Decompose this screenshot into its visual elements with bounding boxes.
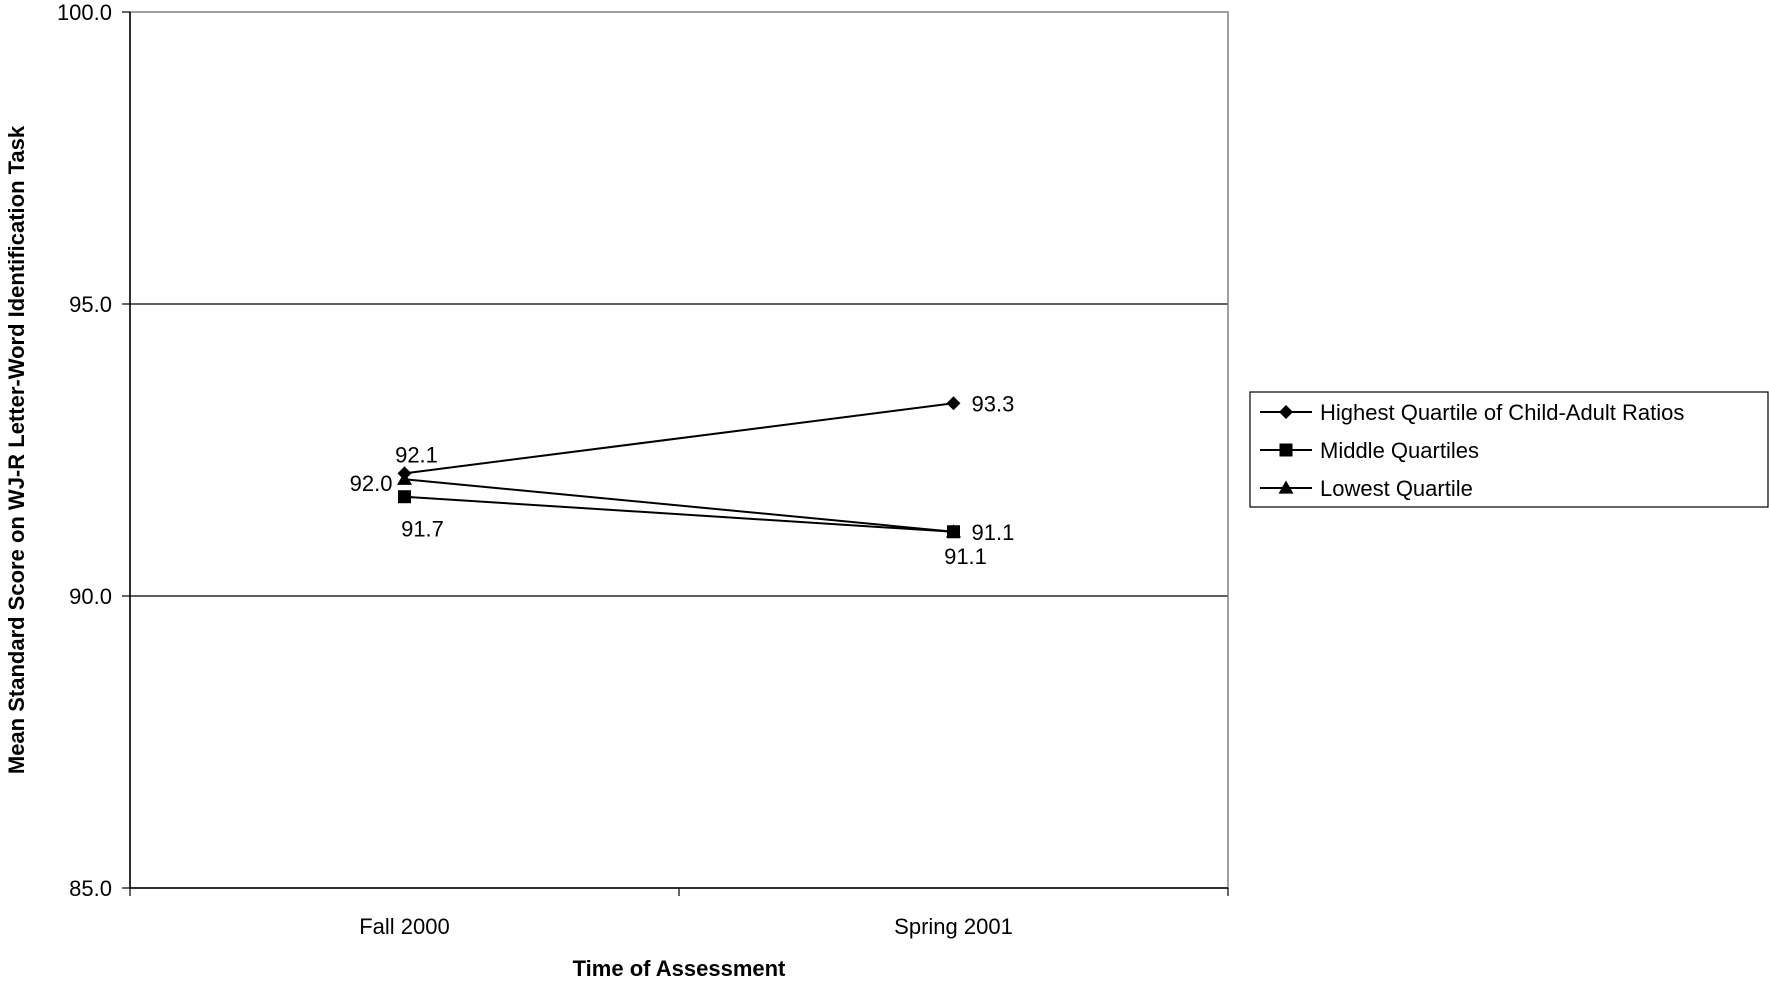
legend-marker-diamond	[1279, 405, 1293, 419]
data-label: 91.1	[944, 544, 987, 569]
plot-area	[129, 11, 1229, 889]
y-tick-label: 95.0	[69, 292, 112, 317]
y-tick-label: 85.0	[69, 876, 112, 901]
series-3	[397, 471, 961, 538]
series-line	[404, 495, 954, 533]
legend-items: Highest Quartile of Child-Adult Ratios Mi…	[1260, 400, 1684, 501]
y-tick-label: 100.0	[57, 0, 112, 25]
series-1	[397, 396, 961, 481]
legend-marker-triangle	[1278, 480, 1294, 494]
legend-label: Middle Quartiles	[1320, 438, 1479, 463]
legend: Highest Quartile of Child-Adult Ratios Mi…	[1249, 391, 1769, 508]
series-2	[398, 490, 960, 539]
data-point-triangle	[946, 524, 961, 538]
x-axis-title: Time of Assessment	[573, 956, 786, 981]
legend-box	[1249, 391, 1769, 508]
data-point-diamond	[946, 396, 961, 411]
legend-label: Lowest Quartile	[1320, 476, 1473, 501]
data-point-square	[398, 490, 411, 504]
data-label: 93.3	[972, 391, 1015, 416]
legend-marker-square	[1279, 443, 1293, 457]
x-tick-label: Spring 2001	[894, 914, 1013, 939]
legend-item: Highest Quartile of Child-Adult Ratios	[1260, 400, 1684, 425]
data-label: 92.1	[395, 442, 438, 467]
data-label: 92.0	[350, 471, 393, 496]
data-point-triangle	[397, 471, 412, 485]
gridlines	[130, 303, 1228, 597]
legend-item: Middle Quartiles	[1260, 438, 1479, 463]
series-line	[404, 402, 954, 475]
legend-item: Lowest Quartile	[1260, 476, 1473, 501]
x-tick-labels: Fall 2000 Spring 2001	[359, 914, 1013, 939]
y-axis-title: Mean Standard Score on WJ-R Letter-Word …	[4, 125, 29, 774]
data-label: 91.7	[401, 517, 444, 542]
data-labels: 92.1 93.3 91.7 91.1 92.0 91.1	[350, 391, 1015, 568]
series-line	[404, 478, 954, 533]
axes	[122, 11, 1229, 896]
y-tick-label: 90.0	[69, 584, 112, 609]
y-tick-labels: 85.0 90.0 95.0 100.0	[57, 0, 112, 901]
series	[397, 396, 961, 539]
legend-label: Highest Quartile of Child-Adult Ratios	[1320, 400, 1684, 425]
data-label: 91.1	[972, 520, 1015, 545]
x-tick-label: Fall 2000	[359, 914, 450, 939]
